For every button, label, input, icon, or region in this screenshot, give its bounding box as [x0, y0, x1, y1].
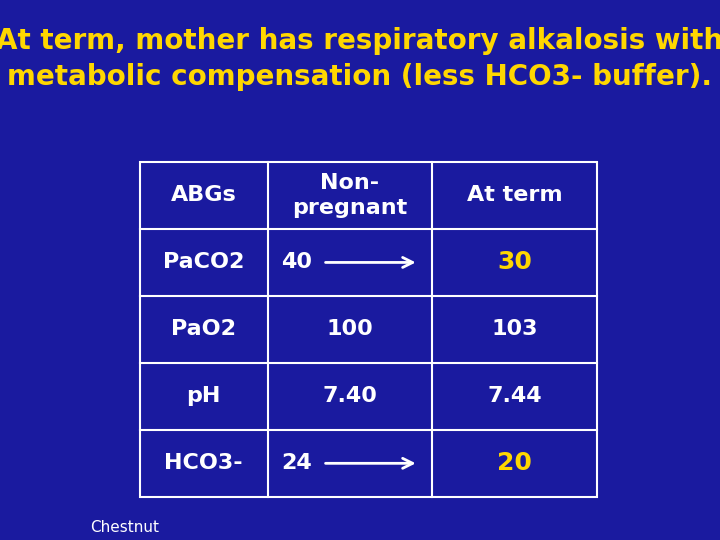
Text: PaCO2: PaCO2: [163, 252, 244, 273]
Text: HCO3-: HCO3-: [164, 453, 243, 474]
Text: ABGs: ABGs: [171, 185, 237, 206]
Text: Non-
pregnant: Non- pregnant: [292, 173, 408, 218]
Text: Chestnut: Chestnut: [90, 519, 159, 535]
Text: 7.40: 7.40: [323, 386, 377, 407]
Text: 30: 30: [497, 251, 532, 274]
Text: 20: 20: [497, 451, 532, 475]
Text: PaO2: PaO2: [171, 319, 236, 340]
Text: 103: 103: [491, 319, 538, 340]
Text: pH: pH: [186, 386, 221, 407]
Text: At term: At term: [467, 185, 562, 206]
Text: 7.44: 7.44: [487, 386, 542, 407]
Text: 40: 40: [282, 252, 312, 273]
Text: 100: 100: [327, 319, 374, 340]
Text: 24: 24: [282, 453, 312, 474]
Text: At term, mother has respiratory alkalosis with
metabolic compensation (less HCO3: At term, mother has respiratory alkalosi…: [0, 27, 720, 91]
